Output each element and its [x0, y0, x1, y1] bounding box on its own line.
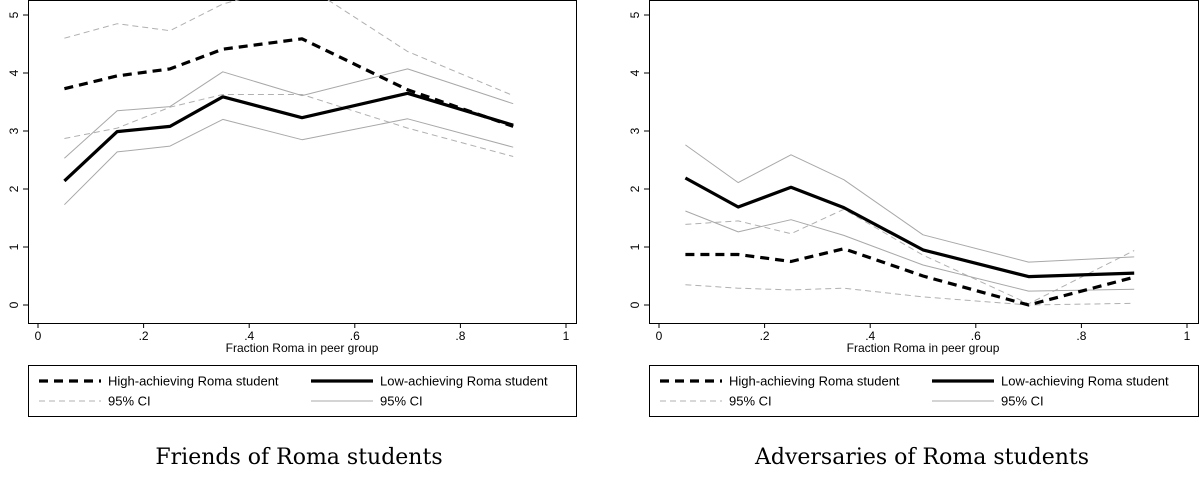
series-line-1	[64, 37, 514, 128]
chart-title: Adversaries of Roma students	[754, 445, 1089, 470]
series-line-5	[685, 144, 1135, 263]
x-tick-label: .4	[244, 329, 254, 343]
x-tick-label: 0	[35, 329, 42, 343]
series-line-6	[685, 210, 1135, 292]
plot-frame	[649, 0, 1199, 324]
y-tick-label: 2	[628, 185, 642, 192]
x-tick-label: .2	[760, 329, 770, 343]
y-tick-label: 3	[7, 127, 21, 134]
y-tick-label: 3	[628, 127, 642, 134]
y-tick-label: 0	[628, 301, 642, 308]
legend-label-4: 95% CI	[1001, 394, 1044, 409]
chart-panel-1: 0 .2 .4 .6 .8 1 0 1 2 3 4 5 Fraction Roma in peer gr…	[7, 0, 577, 470]
series-line-4	[64, 94, 514, 157]
x-tick-label: 1	[563, 329, 570, 343]
y-tick-label: 0	[7, 301, 21, 308]
series-line-6	[64, 118, 514, 206]
series-line-2	[684, 176, 1135, 279]
y-tick-label: 2	[7, 185, 21, 192]
y-tick-label: 5	[628, 11, 642, 18]
y-tick-label: 5	[7, 11, 21, 18]
x-tick-label: 0	[656, 329, 663, 343]
x-tick-label: 1	[1184, 329, 1191, 343]
x-tick-label: .6	[971, 329, 981, 343]
chart-panel-2: 0 .2 .4 .6 .8 1 0 1 2 3 4 5 Fraction Roma in peer gr…	[628, 0, 1199, 470]
legend-box	[28, 365, 577, 417]
legend-label-2: Low-achieving Roma student	[380, 374, 548, 389]
legend-label-3: 95% CI	[729, 394, 772, 409]
y-tick-label: 1	[7, 243, 21, 250]
x-axis-label: Fraction Roma in peer group	[847, 341, 1000, 355]
x-tick-label: .8	[455, 329, 465, 343]
series-line-1	[685, 247, 1135, 307]
legend-box	[649, 365, 1199, 417]
legend-label-4: 95% CI	[380, 394, 423, 409]
y-tick-label: 1	[628, 243, 642, 250]
x-tick-label: .8	[1076, 329, 1086, 343]
legend-label-1: High-achieving Roma student	[108, 374, 279, 389]
legend-label-1: High-achieving Roma student	[729, 374, 900, 389]
series-line-2	[63, 91, 514, 183]
x-tick-label: .4	[865, 329, 875, 343]
x-tick-label: .6	[350, 329, 360, 343]
y-tick-label: 4	[7, 69, 21, 76]
plot-frame	[28, 0, 577, 324]
legend-label-2: Low-achieving Roma student	[1001, 374, 1169, 389]
x-axis-label: Fraction Roma in peer group	[226, 341, 379, 355]
series-line-3	[64, 0, 514, 97]
x-tick-label: .2	[139, 329, 149, 343]
y-tick-label: 4	[628, 69, 642, 76]
series-line-5	[64, 68, 514, 159]
chart-title: Friends of Roma students	[155, 445, 442, 470]
legend-label-3: 95% CI	[108, 394, 151, 409]
